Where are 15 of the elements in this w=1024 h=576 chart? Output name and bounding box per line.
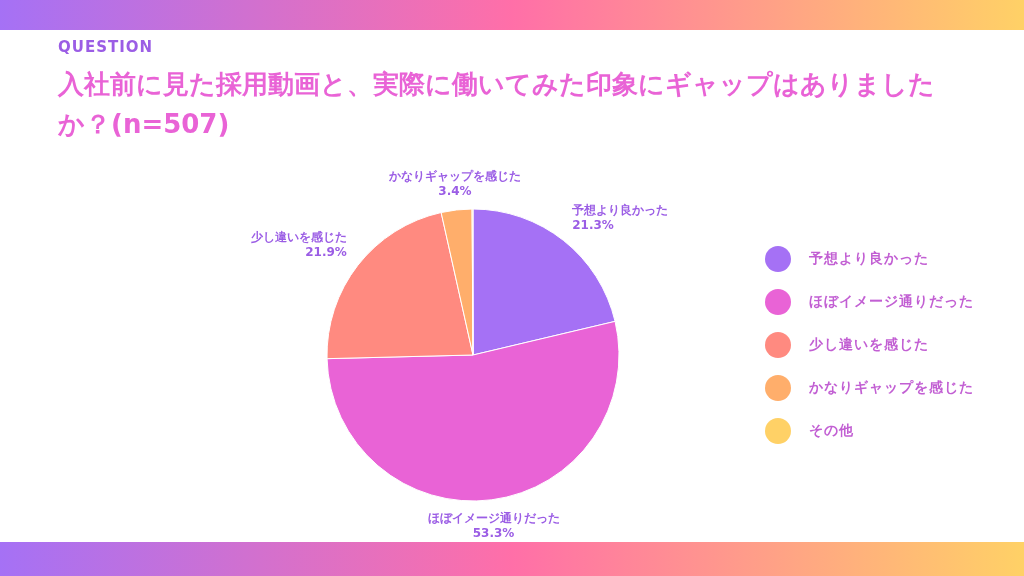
chart-title: 入社前に見た採用動画と、実際に働いてみた印象にギャップはありましたか？(n=507) xyxy=(58,68,936,141)
legend-label: その他 xyxy=(809,422,854,440)
data-label: 21.9% xyxy=(305,244,347,259)
text: QUESTION xyxy=(58,38,154,56)
slice-label: ほぼイメージ通りだった xyxy=(427,510,560,525)
slice-label: 予想より良かった xyxy=(571,202,669,217)
data-label: 53.3% xyxy=(472,525,515,540)
slice-label: かなりギャップを感じた xyxy=(387,169,521,184)
slice-label: 少し違いを感じた xyxy=(249,229,347,244)
legend-label: かなりギャップを感じた xyxy=(809,379,974,397)
legend-label: ほぼイメージ通りだった xyxy=(809,293,974,311)
data-label: 21.3% xyxy=(572,217,614,232)
data-label: 3.4% xyxy=(438,184,472,199)
legend-label: 少し違いを感じた xyxy=(809,336,929,354)
legend-label: 予想より良かった xyxy=(809,250,929,268)
